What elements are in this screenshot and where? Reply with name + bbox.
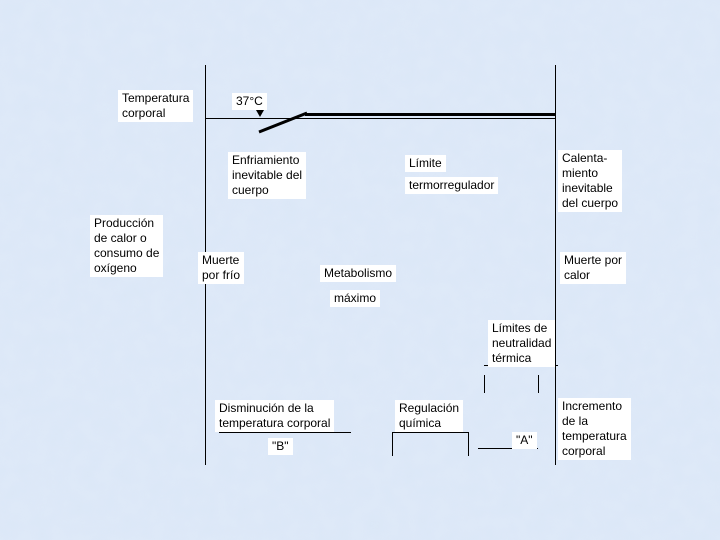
label-disminucion: Disminución de la temperatura corporal <box>215 400 334 432</box>
label-regulacion: Regulación química <box>395 400 463 432</box>
b-underline <box>219 432 351 433</box>
neutral-tick-r <box>538 375 539 393</box>
label-incremento: Incremento de la temperatura corporal <box>558 398 631 460</box>
label-a: "A" <box>512 432 537 449</box>
vline-right <box>555 65 556 465</box>
label-maximo: máximo <box>330 290 380 307</box>
diagram-stage: Temperatura corporal 37°C Enfriamiento i… <box>0 0 720 540</box>
reg-underline <box>392 432 468 433</box>
label-calentamiento: Calenta- miento inevitable del cuerpo <box>558 150 622 212</box>
label-muerte-calor: Muerte por calor <box>560 252 626 284</box>
hline-37 <box>205 118 555 119</box>
label-temperatura-corporal: Temperatura corporal <box>118 90 193 122</box>
neutral-tick-l <box>484 375 485 393</box>
label-limites-neutralidad: Límites de neutralidad térmica <box>488 320 555 367</box>
reg-tick-r <box>468 432 469 456</box>
label-termorregulador: termorregulador <box>405 177 498 194</box>
label-produccion: Producción de calor o consumo de oxígeno <box>90 215 163 277</box>
label-37c: 37°C <box>232 93 267 110</box>
label-muerte-frio: Muerte por frío <box>198 252 244 284</box>
label-enfriamiento: Enfriamiento inevitable del cuerpo <box>228 152 306 199</box>
label-metabolismo: Metabolismo <box>320 265 396 282</box>
label-b: "B" <box>268 438 293 455</box>
label-limite: Límite <box>405 155 446 172</box>
reg-tick-l <box>392 432 393 456</box>
thick-right <box>305 113 555 116</box>
